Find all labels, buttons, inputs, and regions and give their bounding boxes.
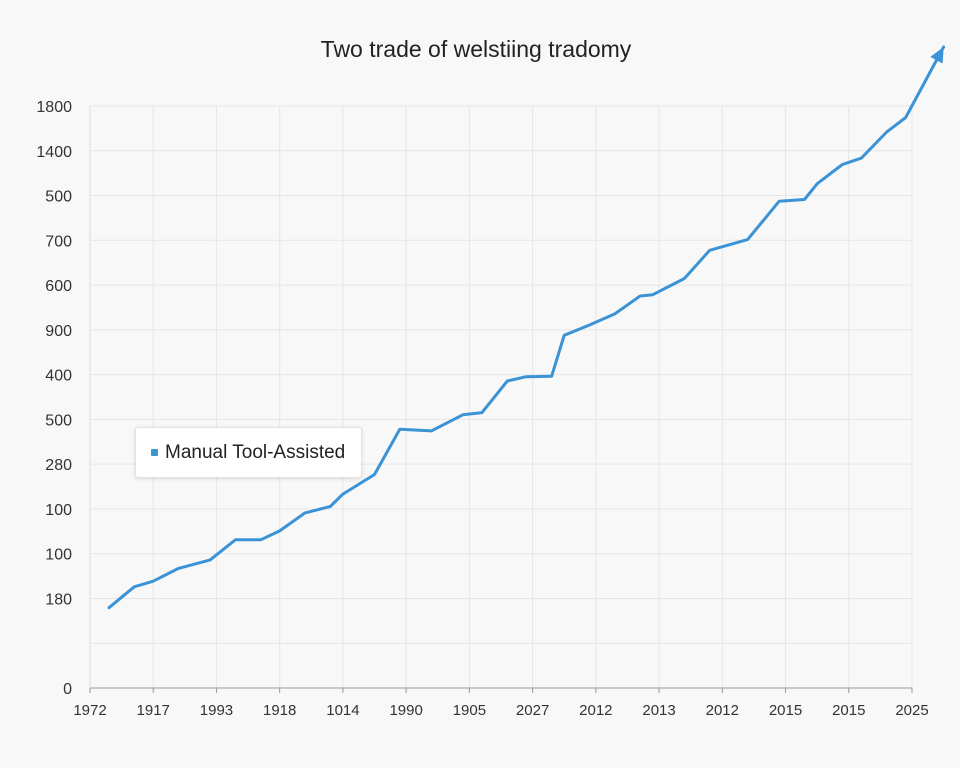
y-tick-label: 1400 (36, 144, 72, 161)
legend: Manual Tool-Assisted (135, 427, 362, 478)
y-tick-label: 700 (45, 233, 72, 250)
y-tick-label: 600 (45, 278, 72, 295)
x-tick-label: 2012 (706, 702, 739, 719)
x-tick-label: 1014 (326, 702, 359, 719)
x-tick-label: 1993 (200, 702, 233, 719)
axes (89, 106, 913, 693)
x-tick-label: 2015 (769, 702, 802, 719)
y-tick-label: 400 (45, 368, 72, 385)
y-tick-label: 100 (45, 502, 72, 519)
y-tick-label: 0 (63, 681, 72, 698)
legend-label: Manual Tool-Assisted (165, 441, 346, 463)
x-tick-label: 2027 (516, 702, 549, 719)
y-tick-label: 180 (45, 591, 72, 608)
y-tick-label: 500 (45, 412, 72, 429)
x-tick-label: 2012 (579, 702, 612, 719)
y-tick-label: 1800 (36, 99, 72, 116)
y-tick-label: 100 (45, 547, 72, 564)
series-end-arrow (930, 47, 944, 64)
y-tick-label: 900 (45, 323, 72, 340)
x-tick-label: 1905 (453, 702, 486, 719)
x-tick-label: 2025 (895, 702, 928, 719)
x-axis-ticks: 1972 1917 1993 1918 1014 1990 1905 2027 2012 2013… (73, 702, 928, 719)
x-tick-label: 1918 (263, 702, 296, 719)
x-tick-label: 2013 (642, 702, 675, 719)
x-tick-label: 1990 (389, 702, 422, 719)
y-tick-label: 500 (45, 189, 72, 206)
legend-swatch (151, 449, 158, 456)
x-tick-label: 1972 (73, 702, 106, 719)
x-tick-label: 1917 (137, 702, 170, 719)
chart-title: Two trade of welstiing tradomy (320, 36, 632, 62)
series (107, 45, 946, 610)
series-line (107, 45, 946, 610)
x-tick-label: 2015 (832, 702, 865, 719)
grid (89, 105, 913, 688)
y-tick-label: 280 (45, 457, 72, 474)
